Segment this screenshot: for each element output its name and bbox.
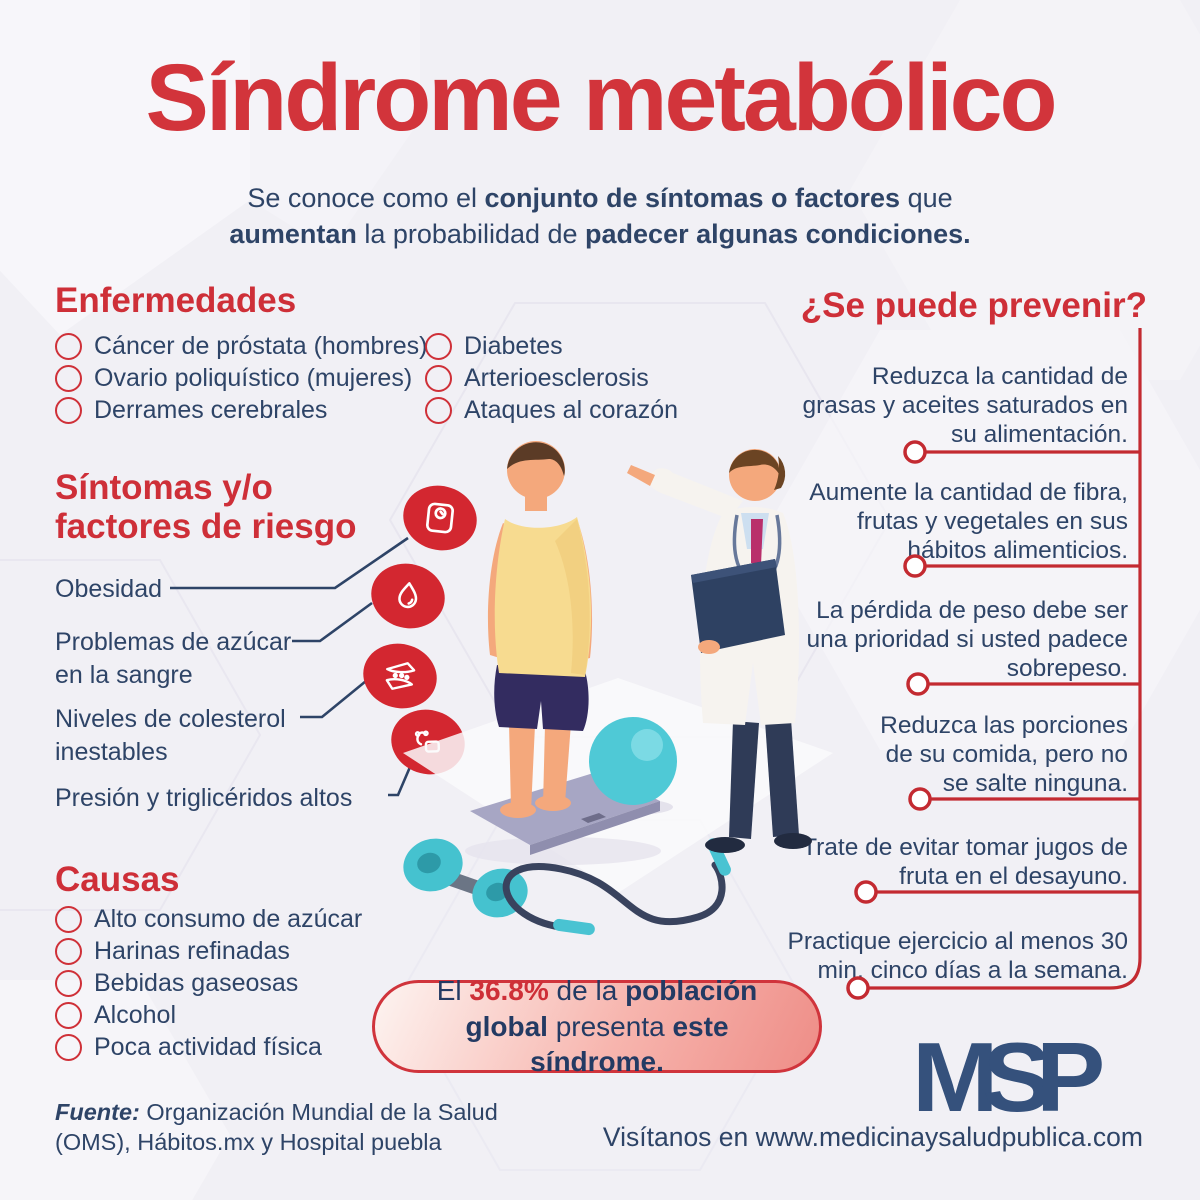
symptom-label: Presión y triglicéridos altos bbox=[55, 784, 353, 812]
list-item: Bebidas gaseosas bbox=[55, 969, 299, 997]
source-label: Fuente: bbox=[55, 1099, 140, 1125]
disease-label: Ataques al corazón bbox=[464, 396, 679, 424]
website-link: Visítanos en www.medicinaysaludpublica.c… bbox=[602, 1122, 1143, 1152]
circle-bullet-icon bbox=[55, 1002, 82, 1029]
circle-bullet-icon bbox=[55, 397, 82, 424]
disease-label: Arterioesclerosis bbox=[464, 364, 649, 392]
disease-label: Cáncer de próstata (hombres) bbox=[94, 332, 428, 360]
disease-label: Diabetes bbox=[464, 332, 563, 360]
causas-heading: Causas bbox=[55, 860, 180, 899]
list-item: Harinas refinadas bbox=[55, 937, 290, 965]
list-item: Arterioesclerosis bbox=[425, 364, 649, 392]
list-item: Diabetes bbox=[425, 332, 563, 360]
circle-bullet-icon bbox=[55, 906, 82, 933]
msp-logo: MSP bbox=[912, 1022, 1105, 1132]
prevention-tip: La pérdida de peso debe ser una priorida… bbox=[806, 597, 1128, 682]
prevention-tip: Aumente la cantidad de fibra, frutas y v… bbox=[809, 479, 1128, 564]
cause-label: Alcohol bbox=[94, 1001, 176, 1029]
list-item: Alto consumo de azúcar bbox=[55, 905, 363, 933]
cause-label: Bebidas gaseosas bbox=[94, 969, 299, 997]
blood-drop-icon bbox=[364, 555, 452, 637]
stat-text: El 36.8% de la población global presenta… bbox=[436, 974, 758, 1078]
circle-bullet-icon bbox=[425, 365, 452, 392]
circle-bullet-icon bbox=[55, 938, 82, 965]
page-subtitle: Se conoce como el conjunto de síntomas o… bbox=[229, 183, 971, 250]
source-note: Fuente: Organización Mundial de la Salud… bbox=[55, 1098, 535, 1157]
weight-scale-icon bbox=[396, 477, 484, 559]
disease-label: Derrames cerebrales bbox=[94, 396, 328, 424]
source-text: Organización Mundial de la Salud (OMS), … bbox=[55, 1099, 498, 1155]
list-item: Poca actividad física bbox=[55, 1033, 322, 1061]
circle-bullet-icon bbox=[425, 397, 452, 424]
circle-bullet-icon bbox=[55, 1034, 82, 1061]
circle-bullet-icon bbox=[55, 365, 82, 392]
disease-label: Ovario poliquístico (mujeres) bbox=[94, 364, 413, 392]
cause-label: Harinas refinadas bbox=[94, 937, 290, 965]
cause-label: Poca actividad física bbox=[94, 1033, 322, 1061]
clogged-artery-icon bbox=[356, 635, 444, 717]
patient-doctor-illustration bbox=[403, 441, 833, 936]
cause-label: Alto consumo de azúcar bbox=[94, 905, 363, 933]
symptom-label: Problemas de azúcar en la sangre bbox=[55, 628, 292, 689]
prevention-tip: Trate de evitar tomar jugos de fruta en … bbox=[802, 834, 1128, 890]
symptom-label: Niveles de colesterol inestables bbox=[55, 705, 286, 766]
list-item: Derrames cerebrales bbox=[55, 396, 328, 424]
sintomas-heading: Síntomas y/o factores de riesgo bbox=[55, 468, 357, 547]
prevention-tip: Reduzca la cantidad de grasas y aceites … bbox=[802, 363, 1129, 448]
list-item: Ataques al corazón bbox=[425, 396, 679, 424]
prevention-tip: Reduzca las porciones de su comida, pero… bbox=[880, 712, 1128, 797]
circle-bullet-icon bbox=[55, 970, 82, 997]
enfermedades-heading: Enfermedades bbox=[55, 281, 297, 320]
list-item: Alcohol bbox=[55, 1001, 176, 1029]
list-item: Ovario poliquístico (mujeres) bbox=[55, 364, 413, 392]
prevencion-heading: ¿Se puede prevenir? bbox=[800, 286, 1147, 325]
stat-pill: El 36.8% de la población global presenta… bbox=[372, 975, 822, 1077]
circle-bullet-icon bbox=[55, 333, 82, 360]
list-item: Cáncer de próstata (hombres) bbox=[55, 332, 428, 360]
symptom-label: Obesidad bbox=[55, 575, 163, 603]
circle-bullet-icon bbox=[425, 333, 452, 360]
page-title: Síndrome metabólico bbox=[145, 45, 1057, 151]
